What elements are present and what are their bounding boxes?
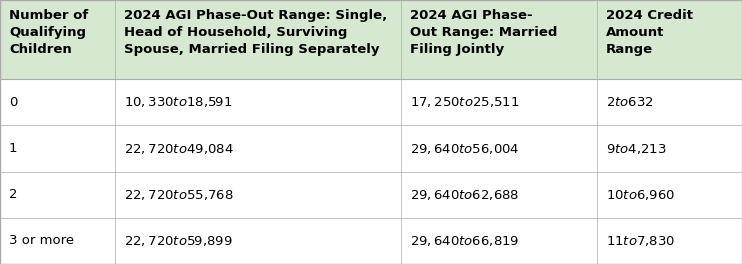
Bar [0,172,115,218]
Bar [115,0,401,79]
Text: $17,250 to $25,511: $17,250 to $25,511 [410,95,519,109]
Bar [597,79,742,125]
Text: 1: 1 [9,142,17,155]
Bar [115,125,401,172]
Bar [0,0,115,79]
Text: Number of
Qualifying
Children: Number of Qualifying Children [9,9,88,56]
Text: 2024 AGI Phase-
Out Range: Married
Filing Jointly: 2024 AGI Phase- Out Range: Married Filin… [410,9,557,56]
Text: $10 to $6,960: $10 to $6,960 [606,188,675,202]
Text: 0: 0 [9,96,17,109]
Text: $29,640 to $56,004: $29,640 to $56,004 [410,142,519,155]
Text: 2024 Credit
Amount
Range: 2024 Credit Amount Range [606,9,693,56]
Text: $29,640 to $66,819: $29,640 to $66,819 [410,234,519,248]
Text: $22,720 to $55,768: $22,720 to $55,768 [124,188,234,202]
Bar [115,172,401,218]
Bar [597,125,742,172]
Bar [115,218,401,264]
Text: $9 to $4,213: $9 to $4,213 [606,142,667,155]
Bar [401,218,597,264]
Text: $11 to $7,830: $11 to $7,830 [606,234,675,248]
Bar [401,0,597,79]
Text: 2024 AGI Phase-Out Range: Single,
Head of Household, Surviving
Spouse, Married F: 2024 AGI Phase-Out Range: Single, Head o… [124,9,387,56]
Bar [597,0,742,79]
Text: 3 or more: 3 or more [9,234,74,247]
Text: $2 to $632: $2 to $632 [606,96,654,109]
Text: 2: 2 [9,188,17,201]
Bar [401,125,597,172]
Bar [0,125,115,172]
Bar [115,79,401,125]
Bar [597,172,742,218]
Bar [401,79,597,125]
Bar [401,172,597,218]
Text: $29,640 to $62,688: $29,640 to $62,688 [410,188,519,202]
Bar [0,79,115,125]
Bar [0,218,115,264]
Text: $10,330 to $18,591: $10,330 to $18,591 [124,95,232,109]
Bar [597,218,742,264]
Text: $22,720 to $49,084: $22,720 to $49,084 [124,142,234,155]
Text: $22,720 to $59,899: $22,720 to $59,899 [124,234,233,248]
